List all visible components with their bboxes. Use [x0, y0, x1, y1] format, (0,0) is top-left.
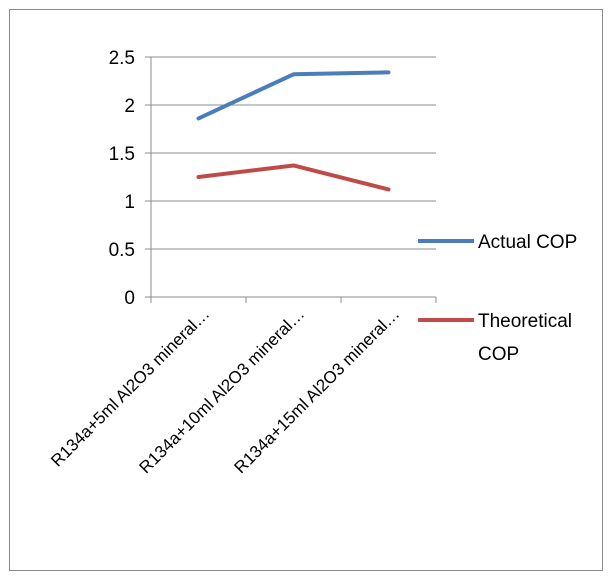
x-category-label-2: R134a+15ml Al2O3 mineral…: [231, 304, 404, 477]
x-category-label-0: R134a+5ml Al2O3 mineral…: [47, 304, 213, 470]
y-tick-label-2: 1: [124, 192, 135, 213]
gridlines: [151, 56, 436, 250]
x-axis-category-labels: R134a+5ml Al2O3 mineral…R134a+10ml Al2O3…: [47, 304, 403, 477]
series-line-actual-cop: [196, 70, 391, 121]
y-tick-label-4: 2: [124, 96, 135, 117]
legend-label-theoretical-cop-line2: COP: [478, 344, 519, 365]
axes: [145, 56, 437, 303]
y-tick-label-5: 2.5: [109, 48, 135, 69]
legend-label-actual-cop: Actual COP: [478, 232, 577, 253]
series-line-theoretical-cop: [196, 163, 391, 192]
series-lines: [196, 70, 391, 192]
legend: Actual COP Theoretical COP: [418, 232, 577, 365]
y-axis-tick-labels: 0 0.5 1 1.5 2 2.5: [109, 48, 135, 309]
y-tick-label-1: 0.5: [109, 240, 135, 261]
x-category-label-1: R134a+10ml Al2O3 mineral…: [136, 304, 309, 477]
legend-label-theoretical-cop-line1: Theoretical: [478, 311, 572, 332]
y-tick-label-3: 1.5: [109, 144, 135, 165]
y-tick-label-0: 0: [124, 288, 135, 309]
chart-frame: [9, 9, 603, 571]
